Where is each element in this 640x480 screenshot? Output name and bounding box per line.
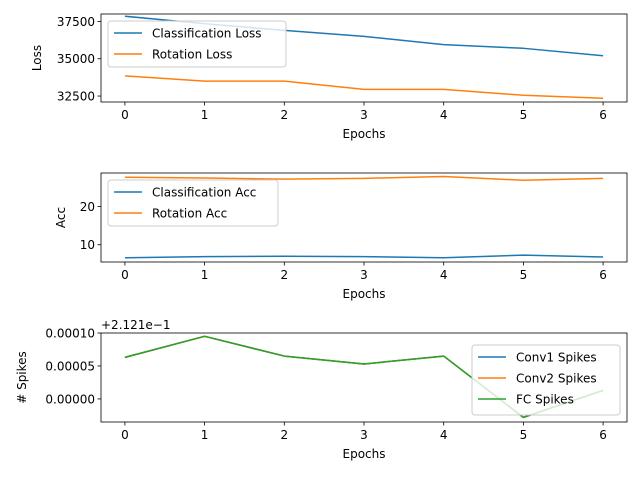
axis-offset-label: +2.121e−1 [101,318,170,332]
series-line-2 [124,75,604,100]
x-tick-label: 1 [201,108,209,122]
x-tick-label: 2 [280,268,288,282]
legend-label: Conv1 Spikes [516,351,597,365]
series-line-3 [124,335,604,419]
legend-box [107,179,279,227]
series-line-1 [124,254,604,259]
y-tick-label: 37500 [57,15,95,29]
x-tick-label: 4 [440,268,448,282]
legend-label: Classification Acc [152,186,256,200]
x-tick-label: 0 [121,108,129,122]
y-axis-label: Acc [54,207,68,228]
x-tick-label: 6 [599,268,607,282]
y-tick-label: 0.00005 [45,359,95,373]
x-axis-label: Epochs [343,447,386,461]
x-tick-label: 5 [520,108,528,122]
x-tick-label: 4 [440,108,448,122]
legend-label: Conv2 Spikes [516,372,597,386]
series-line-2 [124,175,604,182]
x-tick-label: 5 [520,428,528,442]
y-axis-label: Loss [30,45,44,71]
y-tick-label: 0.00010 [45,327,95,341]
legend-box [107,20,287,68]
y-tick-label: 0.00000 [45,392,95,406]
y-tick-label: 32500 [57,90,95,104]
x-tick-label: 4 [440,428,448,442]
x-tick-label: 6 [599,428,607,442]
x-tick-label: 2 [280,428,288,442]
y-axis-label: # Spikes [15,351,29,404]
x-axis-label: Epochs [343,287,386,301]
x-tick-label: 1 [201,268,209,282]
x-tick-label: 0 [121,268,129,282]
x-tick-label: 6 [599,108,607,122]
legend-box [471,344,621,416]
x-tick-label: 5 [520,268,528,282]
x-tick-label: 0 [121,428,129,442]
x-axis-label: Epochs [343,127,386,141]
legend-label: Rotation Loss [152,48,232,62]
y-tick-label: 10 [80,238,95,252]
x-tick-label: 3 [360,268,368,282]
y-tick-label: 35000 [57,52,95,66]
legend-label: Rotation Acc [152,207,227,221]
x-tick-label: 2 [280,108,288,122]
legend-label: Classification Loss [152,27,262,41]
x-tick-label: 3 [360,108,368,122]
legend-label: FC Spikes [516,393,574,407]
x-tick-label: 1 [201,428,209,442]
y-tick-label: 20 [80,200,95,214]
x-tick-label: 3 [360,428,368,442]
